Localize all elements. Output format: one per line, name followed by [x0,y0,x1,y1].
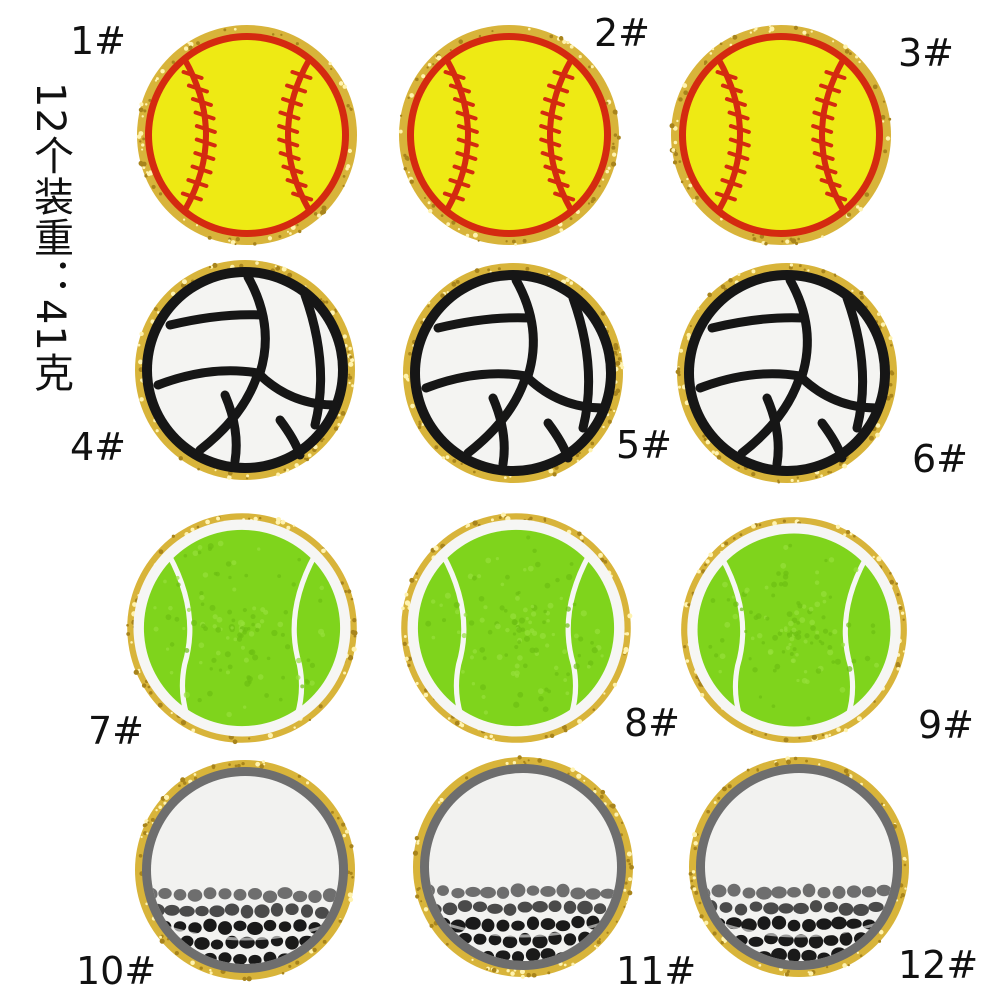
patch-8 [401,512,633,743]
patch-label-6: 6# [912,437,969,481]
patch-5 [403,263,625,483]
patch-10 [135,760,355,982]
patch-9 [681,517,907,743]
patch-12 [688,756,909,977]
patch-2 [398,25,621,246]
patch-label-10: 10# [76,949,157,993]
patch-label-2: 2# [594,11,651,55]
patch-6 [675,263,897,484]
patch-11 [412,755,634,979]
patch-label-9: 9# [918,703,975,747]
patch-label-4: 4# [70,425,127,469]
patch-label-12: 12# [898,943,979,987]
patch-label-8: 8# [624,701,681,745]
patch-4 [135,260,355,480]
patch-label-7: 7# [88,709,145,753]
patch-3 [669,24,892,246]
patch-label-3: 3# [898,31,955,75]
patch-7 [126,513,358,745]
patch-label-1: 1# [70,19,127,63]
patch-1 [136,25,357,246]
weight-note: 12个装重：41克 [27,82,73,393]
patch-label-5: 5# [616,423,673,467]
patch-label-11: 11# [616,949,697,993]
